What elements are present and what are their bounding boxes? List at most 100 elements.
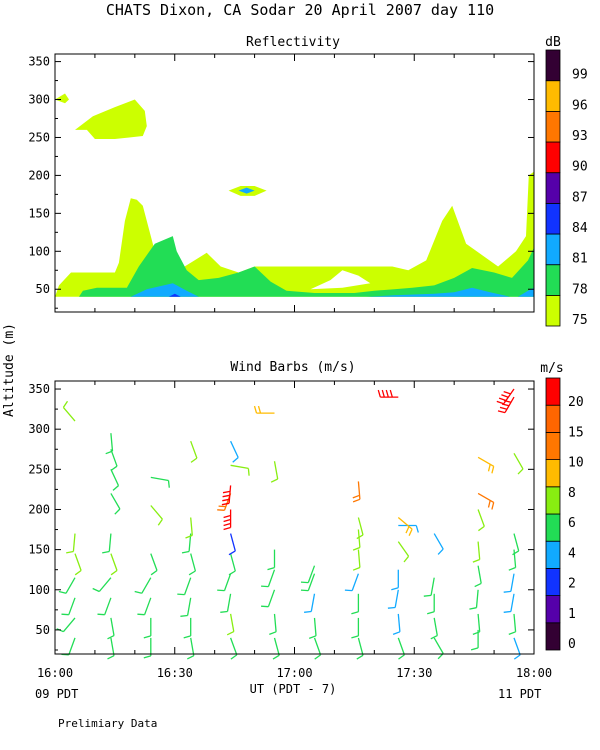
reflectivity-colorbar-swatch [545, 264, 561, 296]
wind-barb-flag [491, 502, 495, 510]
wind-barb-staff [307, 573, 316, 591]
reflectivity-colorbar-label: 93 [572, 129, 588, 144]
wind-barb-staff [510, 593, 515, 612]
reflectivity-colorbar-label: 99 [572, 68, 588, 83]
wind-barb [143, 637, 152, 659]
wind-barb [300, 573, 316, 592]
wind-barb-flag [497, 410, 506, 414]
wind-barb-staff [228, 485, 232, 504]
wind-barb-flag [314, 654, 321, 660]
wind-barb [304, 593, 316, 613]
wind-barb-flag [300, 589, 309, 592]
wind-barb-flag [143, 635, 151, 639]
wind-barb-staff [65, 577, 76, 594]
wind-barb-flag [272, 654, 280, 660]
wind-colorbar-label: 20 [568, 395, 584, 410]
wind-barb-staff [433, 533, 444, 550]
wind-barb [107, 617, 115, 640]
wind-barb [74, 553, 82, 576]
wind-barb-staff [477, 541, 481, 560]
wind-barb-flag [150, 569, 158, 576]
wind-barb [308, 617, 317, 640]
wind-barb [143, 617, 152, 639]
wind-barb-staff [229, 553, 236, 572]
reflectivity-colorbar-swatch [545, 80, 561, 112]
wind-barb-staff [477, 456, 495, 467]
reflectivity-contour-81-7 [518, 287, 534, 297]
wind-colorbar-swatch [545, 568, 561, 597]
wind-barb-staff [357, 529, 361, 548]
wind-barb-flag [474, 582, 482, 588]
wind-barb-staff [513, 637, 521, 656]
reflectivity-contour-75-2 [75, 99, 147, 139]
reflectivity-colorbar-swatch [545, 294, 561, 327]
wind-barb-staff [433, 617, 438, 636]
wind-barb-flag [114, 508, 121, 515]
reflectivity-contour-75-1 [55, 93, 69, 104]
wind-barb [110, 493, 121, 515]
wind-barb-staff [190, 553, 197, 572]
reflectivity-contour-81-6 [366, 287, 511, 297]
wind-barb-staff [150, 505, 163, 520]
wind-colorbar-swatch [545, 486, 561, 515]
y-tick-label: 250 [28, 462, 50, 476]
y-tick-label: 200 [28, 168, 50, 182]
wind-barb-flag [261, 605, 269, 608]
reflectivity-colorbar-label: 90 [572, 160, 588, 175]
wind-barb-staff [351, 573, 360, 591]
wind-barb [430, 617, 438, 640]
y-tick-label: 50 [36, 623, 50, 637]
wind-barb-flag [385, 389, 389, 398]
wind-barb [220, 593, 232, 613]
wind-barb [97, 597, 112, 616]
wind-barb-staff [110, 637, 115, 656]
wind-barb [352, 481, 361, 503]
wind-barb-flag [408, 528, 413, 536]
reflectivity-plot: 50 100 150 200 250 300 350 [28, 53, 535, 313]
wind-barb-flag [496, 400, 504, 405]
wind-barb-staff [357, 549, 361, 568]
wind-barb [351, 617, 360, 639]
wind-barb [270, 461, 279, 483]
wind-barb [503, 573, 515, 593]
wind-barb [229, 637, 238, 660]
wind-barb-flag [107, 635, 115, 640]
reflectivity-colorbar-swatch [545, 110, 561, 143]
wind-barb-flag [257, 405, 262, 414]
wind-barb-flag [503, 390, 511, 395]
wind-barb [300, 565, 316, 584]
wind-barb-flag [188, 570, 196, 576]
wind-barb [397, 541, 410, 563]
wind-barb-staff [183, 577, 192, 595]
wind-barb [228, 553, 236, 576]
wind-barb-flag [352, 494, 360, 499]
wind-colorbar-label: 8 [568, 486, 576, 501]
wind-barb [107, 637, 115, 660]
wind-barb-flag [351, 611, 359, 615]
wind-barb-flag [478, 525, 485, 532]
wind-barb [503, 593, 515, 613]
wind-barb-flag [157, 518, 163, 526]
wind-barb-staff [230, 464, 249, 470]
wind-barb-flag [491, 466, 495, 474]
x-tick-label: 16:00 [37, 666, 73, 680]
wind-barb-flag [181, 550, 190, 554]
wind-barb-flag [427, 611, 435, 615]
wind-barb [469, 589, 479, 610]
wind-barb-staff [477, 509, 485, 527]
wind-barb-flag [180, 614, 188, 617]
wind-barb-flag [503, 610, 511, 613]
reflectivity-colorbar-swatch [545, 233, 561, 266]
wind-barb-staff [62, 406, 76, 422]
wind-colorbar-swatch [545, 622, 561, 651]
wind-barb-flag [472, 631, 480, 636]
wind-barb [92, 577, 112, 593]
wind-barb [110, 469, 120, 491]
wind-barb-flag [503, 590, 511, 593]
wind-barb-flag [469, 607, 477, 610]
wind-barb [512, 533, 520, 556]
wind-barb [61, 637, 76, 656]
reflectivity-colorbar-label: 78 [572, 282, 588, 297]
wind-barb-staff [110, 493, 121, 510]
wind-barb [391, 569, 399, 591]
